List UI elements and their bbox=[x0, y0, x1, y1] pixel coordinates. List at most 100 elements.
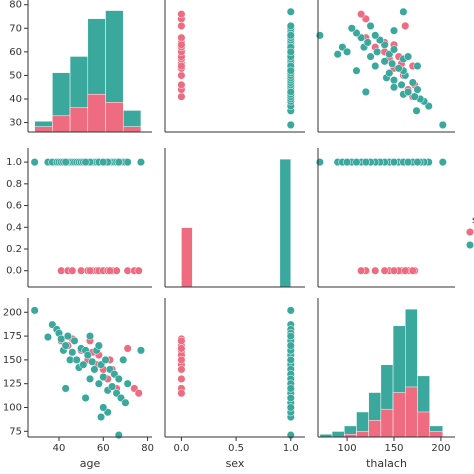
scatter-point bbox=[61, 384, 70, 393]
scatter-point bbox=[286, 341, 295, 350]
scatter-point bbox=[286, 66, 295, 75]
scatter-point bbox=[136, 346, 145, 355]
scatter-point bbox=[61, 341, 70, 350]
scatter-point bbox=[389, 76, 399, 85]
y-tick-label: 50 bbox=[9, 70, 22, 81]
scatter-point bbox=[177, 344, 186, 353]
x-tick-label: 150 bbox=[384, 443, 403, 454]
scatter-point bbox=[114, 158, 123, 167]
x-tick-label: 1.0 bbox=[283, 443, 299, 454]
scatter-point bbox=[371, 31, 380, 40]
scatter-point bbox=[99, 372, 108, 382]
scatter-point bbox=[177, 336, 186, 345]
scatter-point bbox=[70, 336, 79, 345]
scatter-point bbox=[105, 266, 114, 275]
scatter-point bbox=[286, 21, 295, 30]
y-tick-label: 125 bbox=[3, 379, 22, 390]
y-tick-label: 40 bbox=[9, 94, 22, 105]
scatter-point bbox=[177, 355, 186, 364]
hist-bar bbox=[69, 107, 89, 133]
x-axis-label: sex bbox=[226, 457, 245, 470]
scatter-point bbox=[401, 21, 410, 30]
y-tick-label: 0.0 bbox=[6, 266, 22, 277]
scatter-point bbox=[177, 92, 186, 101]
scatter-point bbox=[85, 266, 95, 275]
scatter-point bbox=[177, 61, 186, 71]
y-tick-label: 100 bbox=[3, 402, 22, 413]
hist-bar bbox=[405, 386, 418, 438]
scatter-point bbox=[352, 158, 361, 167]
scatter-point bbox=[121, 398, 130, 407]
scatter-point bbox=[412, 106, 421, 115]
hist-bar bbox=[380, 408, 394, 438]
y-tick-label: 175 bbox=[3, 331, 22, 342]
scatter-point bbox=[404, 158, 413, 167]
y-tick-label: 30 bbox=[9, 118, 22, 129]
scatter-point bbox=[114, 374, 123, 383]
scatter-point bbox=[134, 389, 143, 398]
scatter-point bbox=[352, 66, 361, 75]
scatter-point bbox=[413, 85, 422, 94]
scatter-point bbox=[286, 306, 295, 315]
hist-bar bbox=[279, 158, 292, 288]
y-tick-label: 0.4 bbox=[6, 222, 22, 233]
scatter-point bbox=[286, 384, 295, 393]
scatter-point bbox=[357, 10, 366, 19]
scatter-point bbox=[343, 158, 352, 167]
x-tick-label: 40 bbox=[53, 443, 66, 454]
scatter-point bbox=[286, 120, 295, 129]
scatter-point bbox=[373, 47, 382, 56]
scatter-point bbox=[389, 158, 399, 167]
scatter-point bbox=[438, 120, 447, 129]
hist-bar bbox=[417, 411, 430, 438]
y-tick-label: 0.8 bbox=[6, 179, 22, 190]
hist-bar bbox=[356, 431, 369, 438]
scatter-point bbox=[123, 344, 132, 353]
scatter-point bbox=[380, 266, 389, 275]
y-tick-label: 60 bbox=[9, 47, 22, 58]
scatter-point bbox=[81, 158, 90, 167]
hist-bar bbox=[105, 102, 124, 133]
scatter-point bbox=[83, 351, 92, 360]
scatter-point bbox=[389, 26, 399, 35]
scatter-point bbox=[177, 40, 186, 49]
scatter-point bbox=[177, 80, 186, 89]
scatter-point bbox=[286, 355, 295, 364]
x-axis-label: age bbox=[80, 457, 101, 470]
scatter-point bbox=[371, 61, 380, 71]
scatter-point bbox=[363, 38, 372, 47]
scatter-point bbox=[343, 47, 352, 56]
scatter-point bbox=[333, 50, 342, 59]
scatter-point bbox=[99, 158, 108, 167]
scatter-point bbox=[123, 379, 132, 388]
scatter-point bbox=[366, 21, 375, 30]
scatter-point bbox=[177, 374, 186, 383]
scatter-point bbox=[286, 7, 295, 16]
y-tick-label: 0.6 bbox=[6, 201, 22, 212]
scatter-point bbox=[410, 92, 419, 101]
scatter-point bbox=[408, 266, 417, 275]
legend-marker bbox=[465, 227, 474, 237]
hist-bar bbox=[331, 431, 345, 438]
scatter-point bbox=[97, 412, 106, 422]
scatter-point bbox=[177, 389, 186, 398]
hist-bar bbox=[52, 115, 71, 133]
scatter-point bbox=[388, 59, 397, 68]
scatter-point bbox=[361, 158, 370, 167]
scatter-point bbox=[177, 365, 186, 374]
scatter-point bbox=[385, 69, 394, 78]
y-tick-label: 75 bbox=[9, 426, 22, 437]
scatter-point bbox=[136, 158, 145, 167]
scatter-point bbox=[408, 78, 417, 87]
scatter-point bbox=[101, 355, 110, 364]
scatter-point bbox=[63, 332, 72, 341]
scatter-point bbox=[94, 379, 103, 388]
scatter-point bbox=[347, 24, 356, 33]
scatter-point bbox=[30, 158, 39, 167]
scatter-point bbox=[177, 33, 186, 42]
scatter-point bbox=[94, 341, 103, 350]
scatter-point bbox=[286, 332, 295, 341]
scatter-point bbox=[88, 357, 97, 366]
hist-bar bbox=[87, 93, 106, 133]
